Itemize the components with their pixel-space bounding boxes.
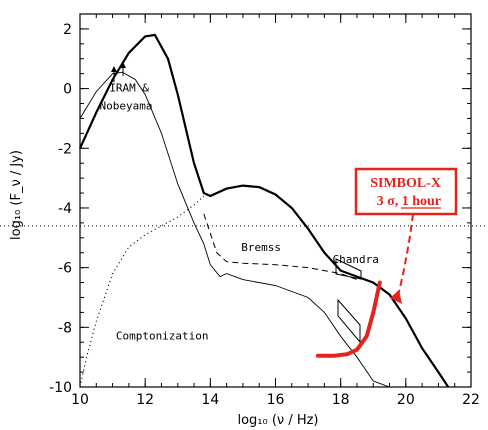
y-tick-label: -10 [49, 380, 72, 396]
plot-frame [79, 13, 472, 388]
annotation-4: Comptonization [116, 329, 209, 342]
y-tick-label: -2 [58, 141, 72, 157]
annotation-0: IRAM & [109, 82, 149, 95]
annotations-layer: IRAM & Nobeyama Bremss Chandra Comptonizatio… [100, 82, 379, 343]
y-tick-label: -8 [58, 320, 72, 336]
x-tick-label: 22 [462, 392, 480, 408]
chandra-bowtie-1 [335, 258, 362, 280]
ticks-layer: 10 12 14 16 18 20 22 -10 -8 -6 -4 -2 0 2 [49, 13, 480, 408]
series-line-3 [79, 195, 205, 388]
y-tick-label: 2 [63, 22, 72, 38]
y-tick-label: -6 [58, 261, 72, 277]
x-tick-label: 10 [71, 392, 89, 408]
iram-arrowhead-1 [111, 66, 117, 72]
chandra-bowtie-2 [337, 298, 361, 344]
callout-pointer-arrowhead [390, 290, 402, 304]
series-line-1 [79, 71, 390, 388]
callout-line-1: SIMBOL-X [370, 176, 441, 191]
series-layer [78, 33, 450, 388]
series-line-2 [203, 213, 358, 281]
y-axis-title: log₁₀ (F_ν / Jy) [9, 150, 24, 240]
x-axis-title: log₁₀ (ν / Hz) [237, 413, 318, 428]
x-tick-label: 20 [397, 392, 415, 408]
x-tick-label: 18 [332, 392, 350, 408]
sensitivity-line [315, 280, 382, 358]
simbol-x-callout-box [354, 167, 458, 216]
callout-line-2: 3 σ, 1 hour [377, 194, 441, 209]
annotation-1: Nobeyama [100, 99, 153, 112]
x-tick-label: 12 [136, 392, 154, 408]
iram-arrowhead-2 [120, 62, 126, 68]
annotation-2: Bremss [241, 241, 281, 254]
annotation-3: Chandra [333, 253, 379, 266]
markers-layer [111, 62, 362, 344]
series-line-0 [78, 33, 450, 388]
y-tick-label: 0 [63, 82, 72, 98]
x-tick-label: 16 [267, 392, 285, 408]
simbol-x-sensitivity-curve [315, 280, 382, 358]
y-tick-label: -4 [58, 201, 72, 217]
x-tick-label: 14 [201, 392, 219, 408]
